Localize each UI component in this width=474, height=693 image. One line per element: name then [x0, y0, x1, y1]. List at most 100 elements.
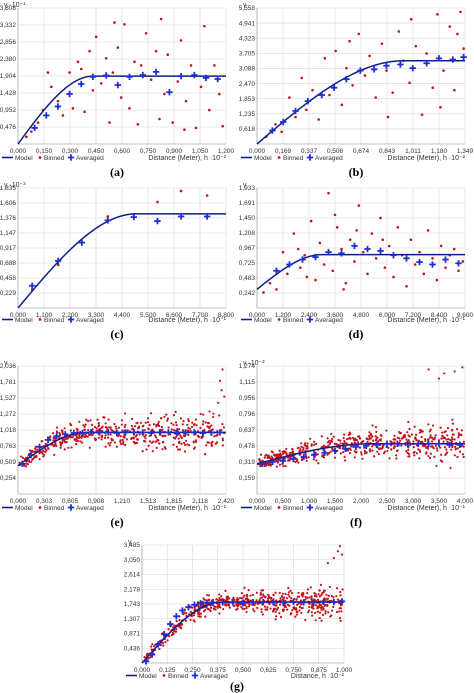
binned-point — [400, 444, 403, 447]
binned-point — [65, 441, 68, 444]
averaged-series — [142, 598, 346, 665]
averaged-point — [286, 261, 293, 268]
binned-point — [192, 423, 196, 426]
binned-point — [414, 44, 418, 48]
averaged-point — [290, 455, 297, 463]
binned-point — [379, 438, 382, 441]
binned-point — [24, 456, 27, 460]
binned-point — [107, 442, 110, 445]
binned-point — [156, 422, 160, 426]
binned-point — [184, 99, 188, 103]
averaged-point — [167, 620, 174, 628]
binned-point — [368, 54, 371, 58]
x-tick-label: 1,500 — [327, 498, 344, 505]
binned-point — [42, 449, 45, 453]
binned-point — [320, 593, 323, 597]
binned-point — [322, 263, 326, 266]
binned-point — [123, 443, 127, 447]
binned-point — [179, 417, 183, 420]
legend-model-label: Model — [254, 155, 272, 162]
averaged-point — [290, 598, 297, 606]
binned-point — [184, 443, 187, 447]
binned-point — [376, 450, 379, 453]
binned-point — [368, 450, 372, 453]
binned-point — [327, 444, 330, 447]
binned-point — [203, 428, 206, 432]
binned-point — [123, 23, 126, 26]
binned-point — [145, 448, 148, 451]
averaged-point — [435, 440, 443, 447]
averaged-point — [148, 651, 156, 658]
binned-point — [181, 423, 184, 426]
binned-point — [377, 453, 381, 456]
binned-point — [339, 590, 342, 594]
binned-point — [109, 433, 112, 436]
binned-point — [289, 613, 292, 616]
binned-point — [154, 436, 158, 439]
legend-averaged-swatch — [191, 672, 199, 679]
binned-point — [160, 425, 163, 429]
panel-label: (a) — [110, 165, 124, 179]
binned-point — [217, 401, 220, 404]
binned-point — [402, 436, 405, 439]
x-tick-label: 3,300 — [88, 312, 105, 319]
binned-point — [324, 610, 327, 613]
binned-point — [88, 49, 91, 53]
binned-point — [314, 611, 317, 614]
averaged-point — [394, 440, 401, 447]
binned-point — [253, 610, 256, 613]
y-tick-label: 4,323 — [239, 35, 256, 42]
y-tick-label: 0,725 — [239, 260, 256, 267]
binned-point — [202, 420, 205, 423]
binned-point — [163, 92, 166, 96]
binned-point — [187, 418, 190, 421]
averaged-point — [404, 440, 411, 447]
y-axis-unit-label: γ — [243, 182, 247, 189]
panel-d: γ 0,242 0,483 0,725 0,967 1,208 1,450 1,691 1,93… — [239, 182, 474, 341]
binned-point — [245, 610, 248, 614]
binned-point — [428, 436, 432, 439]
legend-averaged-label: Averaged — [76, 505, 104, 512]
binned-point — [194, 126, 198, 130]
binned-point — [340, 553, 344, 556]
binned-point — [412, 446, 415, 449]
binned-point — [84, 423, 87, 426]
binned-point — [170, 633, 174, 637]
binned-point — [97, 422, 100, 425]
binned-point — [383, 266, 387, 269]
binned-point — [307, 609, 311, 612]
binned-point — [235, 608, 238, 611]
binned-point — [123, 425, 126, 428]
binned-point — [439, 459, 442, 462]
binned-point — [445, 438, 448, 441]
binned-point — [452, 247, 456, 251]
binned-point — [304, 618, 307, 622]
binned-point — [193, 620, 196, 623]
binned-point — [433, 455, 436, 458]
legend-model-label: Model — [15, 155, 33, 162]
x-tick-label: 1,513 — [140, 498, 157, 505]
binned-point — [300, 458, 304, 462]
binned-point — [436, 13, 439, 16]
binned-point — [207, 441, 210, 444]
binned-point — [331, 269, 335, 273]
binned-point — [263, 456, 266, 459]
binned-point — [444, 453, 447, 456]
binned-point — [408, 81, 411, 85]
binned-point — [351, 436, 354, 439]
binned-point — [300, 442, 303, 445]
binned-point — [110, 428, 113, 431]
binned-point — [157, 420, 160, 424]
binned-point — [212, 415, 215, 419]
x-tick-label: 0,000 — [10, 498, 27, 505]
binned-point — [82, 424, 85, 427]
x-tick-label: 1,100 — [36, 312, 53, 319]
binned-point — [189, 64, 193, 67]
binned-point — [276, 606, 280, 609]
binned-point — [83, 428, 86, 431]
binned-point — [252, 608, 255, 611]
binned-point — [338, 616, 342, 620]
binned-point — [296, 247, 300, 251]
binned-point — [362, 440, 365, 443]
averaged-point — [280, 118, 287, 126]
